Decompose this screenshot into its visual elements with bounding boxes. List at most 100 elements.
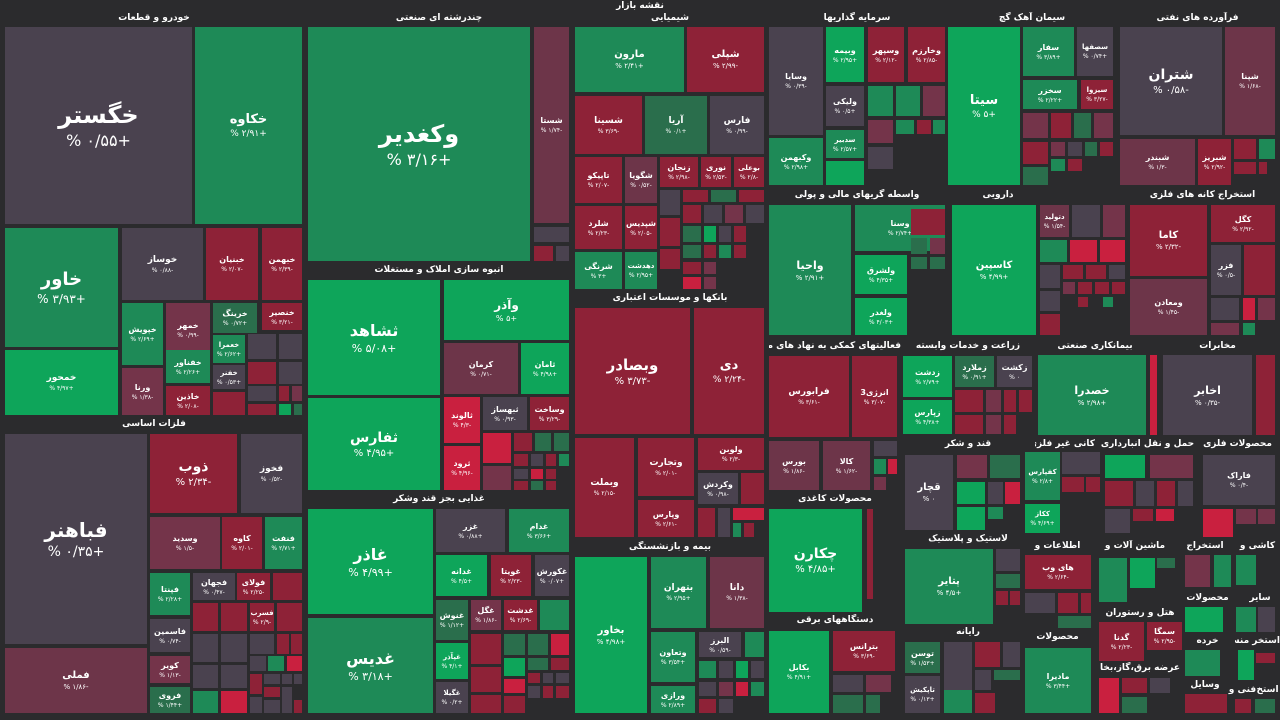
stock-tile-unlabeled[interactable] <box>1068 159 1082 171</box>
stock-tile[interactable]: خنصیر -۳/۲۱ % <box>262 303 302 330</box>
stock-tile[interactable]: وساخت -۳/۲۹ % <box>530 397 569 430</box>
stock-tile-unlabeled[interactable] <box>248 404 276 415</box>
stock-tile[interactable]: وکبهمن +۲/۹۸ % <box>769 138 823 185</box>
stock-tile-unlabeled[interactable] <box>1063 265 1083 279</box>
stock-tile[interactable]: ثبهساز -۰/۹۳ % <box>483 397 527 430</box>
stock-tile-unlabeled[interactable] <box>546 469 556 479</box>
stock-tile-unlabeled[interactable] <box>277 603 302 631</box>
stock-tile-unlabeled[interactable] <box>833 675 863 692</box>
stock-tile[interactable]: غنوش +۱/۱۲ % <box>436 600 468 640</box>
stock-tile-unlabeled[interactable] <box>277 634 289 654</box>
stock-tile-unlabeled[interactable] <box>718 508 730 537</box>
stock-tile[interactable]: خاور +۳/۹۳ % <box>5 228 118 347</box>
stock-tile[interactable]: غدیس +۳/۱۸ % <box>308 618 433 713</box>
stock-tile-unlabeled[interactable] <box>736 661 748 678</box>
stock-tile[interactable]: نوری -۲/۵۳ % <box>701 157 731 187</box>
stock-tile[interactable]: ولغدر +۴/۰۳ % <box>855 298 907 335</box>
stock-tile-unlabeled[interactable] <box>268 656 284 671</box>
stock-tile[interactable]: شستا -۱/۷۴ % <box>534 27 569 223</box>
stock-tile-unlabeled[interactable] <box>543 673 553 683</box>
stock-tile[interactable]: کویر -۱/۱۳ % <box>150 656 190 683</box>
stock-tile[interactable]: وبیمه +۲/۹۵ % <box>826 27 864 82</box>
stock-tile-unlabeled[interactable] <box>826 161 864 185</box>
stock-tile-unlabeled[interactable] <box>1072 205 1100 237</box>
stock-tile[interactable]: غاذر +۴/۹۹ % <box>308 509 433 614</box>
stock-tile[interactable]: زملارد +۰/۹۱ % <box>955 356 994 387</box>
stock-tile-unlabeled[interactable] <box>1078 297 1088 307</box>
stock-tile-unlabeled[interactable] <box>1150 455 1193 478</box>
stock-tile[interactable]: وکغدیر +۳/۱۶ % <box>308 27 530 261</box>
stock-tile-unlabeled[interactable] <box>996 574 1020 588</box>
stock-tile[interactable]: زپارس +۴/۳۸ % <box>903 400 952 434</box>
stock-tile-unlabeled[interactable] <box>1243 298 1255 320</box>
stock-tile-unlabeled[interactable] <box>699 699 716 713</box>
stock-tile-unlabeled[interactable] <box>683 277 701 289</box>
stock-tile[interactable]: شگویا -۰/۵۲ % <box>625 157 657 203</box>
stock-tile-unlabeled[interactable] <box>868 120 893 143</box>
stock-tile-unlabeled[interactable] <box>917 120 931 134</box>
stock-tile-unlabeled[interactable] <box>1100 240 1125 262</box>
stock-tile-unlabeled[interactable] <box>1112 282 1125 294</box>
stock-tile-unlabeled[interactable] <box>868 86 893 116</box>
stock-tile[interactable]: قچار ۰ % <box>905 455 953 530</box>
stock-tile-unlabeled[interactable] <box>531 481 543 490</box>
stock-tile-unlabeled[interactable] <box>955 390 983 412</box>
stock-tile-unlabeled[interactable] <box>1185 607 1223 632</box>
stock-tile-unlabeled[interactable] <box>698 508 715 537</box>
stock-tile-unlabeled[interactable] <box>248 334 276 359</box>
stock-tile[interactable]: اخابر -۰/۳۵ % <box>1163 355 1252 435</box>
stock-tile-unlabeled[interactable] <box>1130 558 1155 588</box>
stock-tile[interactable]: کفپارس +۲/۸ % <box>1025 452 1060 500</box>
stock-tile[interactable]: غزر +۰/۸۸ % <box>436 509 505 552</box>
stock-tile-unlabeled[interactable] <box>1258 509 1275 524</box>
stock-tile-unlabeled[interactable] <box>1051 113 1071 138</box>
stock-tile[interactable]: ولوبن -۲/۳ % <box>698 438 764 470</box>
stock-tile-unlabeled[interactable] <box>1074 113 1091 138</box>
stock-tile-unlabeled[interactable] <box>1133 509 1153 521</box>
stock-tile[interactable]: البرز -۰/۵۹ % <box>699 632 741 657</box>
stock-tile-unlabeled[interactable] <box>213 392 245 415</box>
stock-tile-unlabeled[interactable] <box>514 433 532 451</box>
stock-tile-unlabeled[interactable] <box>733 523 741 537</box>
stock-tile-unlabeled[interactable] <box>279 404 291 415</box>
stock-tile[interactable]: وتعاون +۳/۵۴ % <box>651 632 695 682</box>
stock-tile-unlabeled[interactable] <box>1258 607 1275 632</box>
stock-tile-unlabeled[interactable] <box>1062 477 1084 492</box>
stock-tile-unlabeled[interactable] <box>250 674 262 694</box>
stock-tile-unlabeled[interactable] <box>483 466 511 490</box>
stock-tile-unlabeled[interactable] <box>1086 477 1100 492</box>
stock-tile-unlabeled[interactable] <box>292 386 302 401</box>
stock-tile[interactable]: خفناور +۲/۲۶ % <box>166 350 210 383</box>
stock-tile-unlabeled[interactable] <box>923 86 945 116</box>
stock-tile-unlabeled[interactable] <box>911 209 945 235</box>
stock-tile-unlabeled[interactable] <box>1256 355 1275 435</box>
stock-tile-unlabeled[interactable] <box>1156 509 1174 521</box>
stock-tile-unlabeled[interactable] <box>282 687 292 713</box>
stock-tile-unlabeled[interactable] <box>704 277 716 289</box>
stock-tile-unlabeled[interactable] <box>556 246 569 261</box>
stock-tile-unlabeled[interactable] <box>504 634 525 655</box>
stock-tile-unlabeled[interactable] <box>1058 616 1091 628</box>
stock-tile-unlabeled[interactable] <box>704 226 716 242</box>
stock-tile[interactable]: وتجارت -۲/۰۱ % <box>638 438 694 496</box>
stock-tile-unlabeled[interactable] <box>930 257 945 269</box>
stock-tile-unlabeled[interactable] <box>975 642 1000 667</box>
stock-tile[interactable]: شسینا -۳/۶۹ % <box>575 96 642 154</box>
stock-tile-unlabeled[interactable] <box>1185 650 1220 676</box>
stock-tile-unlabeled[interactable] <box>279 386 289 401</box>
stock-tile-unlabeled[interactable] <box>556 673 569 683</box>
stock-tile-unlabeled[interactable] <box>1258 298 1275 320</box>
stock-tile[interactable]: سدبیر +۲/۵۷ % <box>826 130 864 158</box>
stock-tile-unlabeled[interactable] <box>1150 355 1157 435</box>
stock-tile-unlabeled[interactable] <box>534 246 553 261</box>
stock-tile[interactable]: سخزر +۲/۲۲ % <box>1023 80 1077 109</box>
stock-tile-unlabeled[interactable] <box>1004 390 1016 412</box>
stock-tile-unlabeled[interactable] <box>193 603 218 631</box>
stock-tile-unlabeled[interactable] <box>990 455 1020 478</box>
stock-tile-unlabeled[interactable] <box>746 205 764 223</box>
stock-tile[interactable]: زنجان -۲/۹۸ % <box>660 157 698 187</box>
stock-tile-unlabeled[interactable] <box>1040 265 1060 288</box>
stock-tile[interactable]: وبملت -۲/۱۵ % <box>575 438 634 537</box>
stock-tile-unlabeled[interactable] <box>739 190 764 202</box>
stock-tile[interactable]: وسپهر -۲/۱۲ % <box>868 27 904 82</box>
